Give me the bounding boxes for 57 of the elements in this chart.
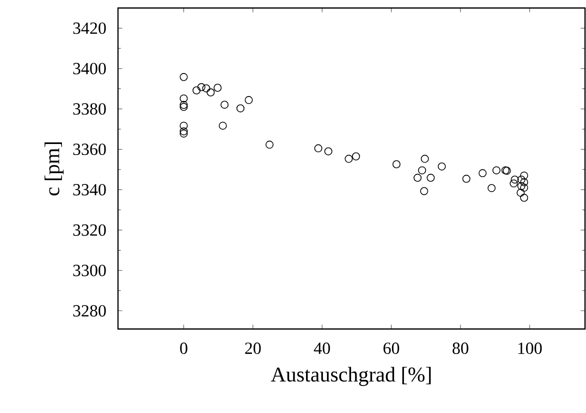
point (206, 88, 215, 96)
y-tick-label: 3420 (73, 22, 106, 34)
x-tick-label: 0 (180, 342, 188, 354)
point (220, 100, 229, 109)
point (520, 178, 528, 186)
point (180, 130, 188, 138)
point (180, 102, 188, 111)
point (414, 174, 422, 182)
point (197, 83, 206, 92)
point (492, 166, 500, 174)
point (510, 176, 519, 184)
point (352, 152, 360, 160)
y-tick-label: 3360 (73, 144, 106, 156)
point (218, 122, 227, 130)
y-axis-title: c [pm] (44, 142, 64, 196)
y-tick-label: 3300 (73, 264, 106, 276)
point (392, 160, 400, 168)
x-tick-label: 80 (452, 342, 468, 354)
point (214, 84, 222, 92)
point (314, 144, 322, 152)
point (418, 166, 426, 174)
x-axis-title: Austauschgrad [%] (270, 366, 431, 386)
point (244, 96, 253, 104)
point (180, 100, 188, 109)
point (180, 122, 188, 130)
y-tick-label: 3400 (73, 62, 106, 74)
point (236, 104, 244, 112)
point (192, 86, 201, 94)
point (488, 184, 496, 192)
point (462, 174, 470, 183)
point (426, 174, 435, 182)
x-tick-label: 100 (518, 342, 542, 354)
point (324, 147, 332, 156)
point (438, 162, 446, 170)
point (520, 194, 528, 202)
point (520, 172, 528, 180)
point (266, 140, 274, 149)
point (180, 127, 188, 136)
y-tick-label: 3380 (73, 103, 106, 115)
x-tick-label: 60 (384, 342, 400, 354)
x-tick-label: 40 (314, 342, 330, 354)
point (478, 169, 487, 178)
point (180, 73, 188, 82)
point (520, 184, 528, 192)
point (420, 154, 429, 163)
y-tick-label: 3320 (73, 224, 106, 236)
point (180, 94, 188, 102)
point (517, 182, 526, 190)
point (202, 84, 210, 92)
point (420, 187, 428, 196)
point (510, 179, 518, 188)
x-tick-label: 20 (245, 342, 261, 354)
y-tick-label: 3280 (73, 305, 106, 317)
point (516, 188, 525, 197)
point (517, 176, 526, 184)
point (344, 154, 353, 163)
y-tick-label: 3340 (73, 184, 106, 196)
